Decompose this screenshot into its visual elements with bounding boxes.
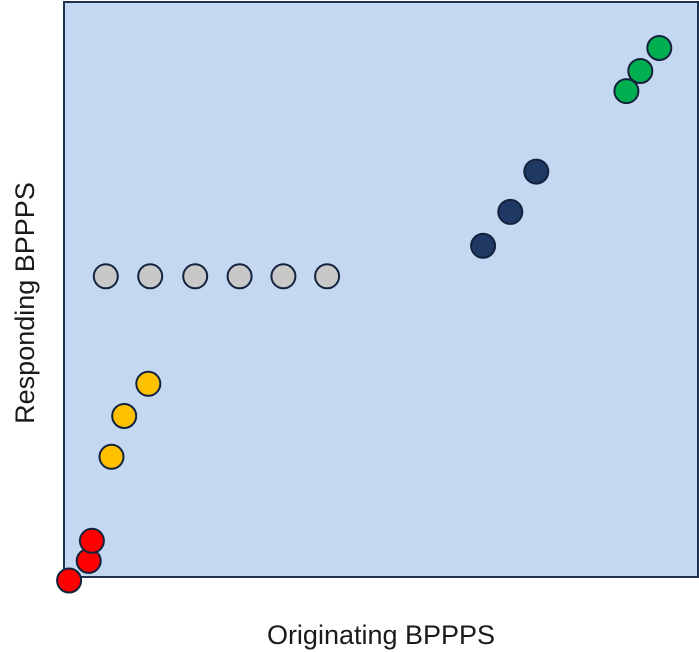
data-point-s4-3 xyxy=(523,158,550,185)
data-point-s3-3 xyxy=(182,263,209,290)
data-point-s3-5 xyxy=(270,263,297,290)
y-axis-label: Responding BPPPS xyxy=(10,182,40,424)
data-point-s5-3 xyxy=(646,35,673,61)
data-point-s1-1 xyxy=(56,567,83,594)
data-point-s2-1 xyxy=(98,443,125,470)
data-point-s3-2 xyxy=(137,263,164,290)
data-point-s2-2 xyxy=(111,403,138,429)
data-point-s3-1 xyxy=(92,263,119,290)
data-point-s5-1 xyxy=(613,78,640,105)
x-axis-label: Originating BPPPS xyxy=(267,620,495,650)
data-point-s3-6 xyxy=(314,263,341,290)
data-point-s1-3 xyxy=(78,527,105,554)
data-point-s3-4 xyxy=(226,263,253,290)
data-points xyxy=(56,35,673,594)
data-point-s5-2 xyxy=(627,58,654,84)
data-point-s2-3 xyxy=(135,370,162,397)
plot-area xyxy=(63,1,699,578)
data-point-s4-2 xyxy=(497,198,524,225)
data-point-s4-1 xyxy=(470,232,497,259)
